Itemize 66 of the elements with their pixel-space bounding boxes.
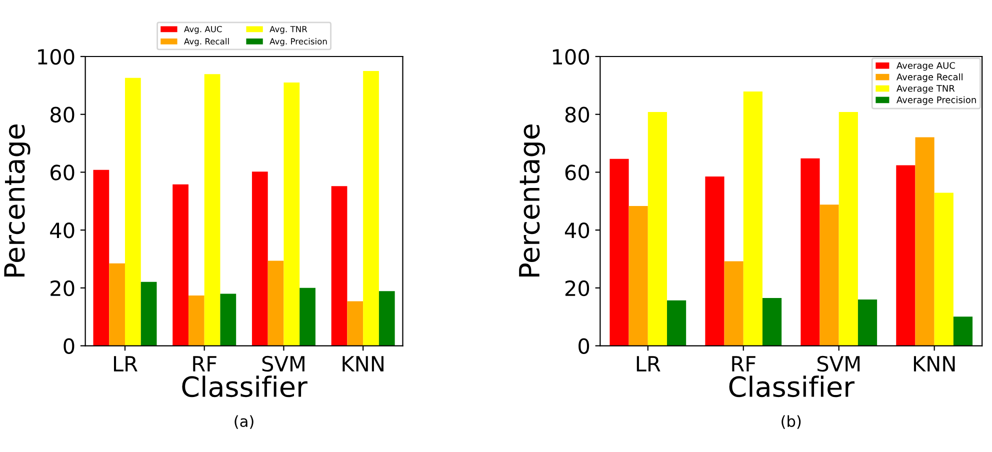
bar (648, 112, 667, 346)
bar (188, 295, 204, 346)
y-tick-label: 60 (50, 164, 74, 180)
y-tick-label: 40 (50, 222, 74, 238)
bar (347, 301, 364, 346)
legend-label: Average Recall (896, 73, 962, 82)
x-tick-label: LR (114, 356, 138, 372)
x-tick-label: SVM (262, 356, 304, 372)
bar (268, 260, 284, 346)
y-tick-label: 80 (50, 106, 74, 123)
legend-label: Average TNR (896, 85, 955, 94)
y-tick-label: 0 (578, 338, 590, 354)
bar (124, 78, 141, 346)
y-axis-title: Percentage (519, 124, 546, 277)
bar (140, 282, 157, 346)
x-tick-label: RF (732, 356, 756, 372)
y-tick-label: 20 (565, 280, 590, 296)
text: (a) (234, 415, 254, 429)
bar (724, 261, 744, 346)
bar (378, 291, 395, 346)
bar (953, 316, 973, 346)
y-tick-label: 80 (565, 106, 590, 123)
bar (896, 165, 916, 346)
bar (838, 112, 858, 346)
bar (93, 170, 110, 346)
bar (762, 298, 782, 346)
bar (172, 184, 188, 346)
bar (610, 158, 629, 346)
bar (252, 172, 268, 346)
y-tick-label: 0 (64, 338, 74, 354)
x-tick-label: LR (636, 356, 660, 372)
x-tick-label: KNN (342, 356, 384, 372)
legend-label: Avg. Precision (270, 38, 327, 46)
bar (284, 82, 300, 346)
legend-label: Avg. Recall (184, 38, 229, 46)
bar (858, 299, 878, 346)
legend-label: Avg. TNR (270, 26, 308, 34)
legend-label: Average Precision (896, 96, 976, 105)
bar (666, 300, 686, 346)
y-axis-title: Percentage (4, 124, 30, 277)
legend-label: Average AUC (896, 62, 955, 71)
bar (743, 92, 762, 346)
x-axis-title: Classifier (182, 376, 308, 398)
x-tick-label: KNN (914, 356, 955, 372)
bar (204, 74, 220, 346)
legend-label: Avg. AUC (184, 26, 222, 34)
bar (300, 288, 316, 346)
bar (800, 158, 820, 346)
x-tick-label: SVM (818, 356, 860, 372)
bar (915, 137, 934, 346)
bar (220, 294, 236, 346)
y-tick-label: 40 (564, 222, 590, 238)
bar (628, 206, 648, 346)
bar (363, 70, 379, 346)
x-tick-label: RF (193, 356, 216, 372)
bar (331, 186, 348, 346)
bar (820, 204, 839, 346)
bar (934, 192, 954, 346)
y-tick-label: 20 (50, 280, 74, 296)
y-tick-label: 100 (552, 48, 590, 65)
y-tick-label: 100 (38, 48, 74, 65)
bar (705, 176, 724, 346)
text: (b) (782, 415, 801, 429)
y-tick-label: 60 (565, 164, 590, 180)
bar (109, 263, 125, 346)
x-axis-title: Classifier (729, 376, 855, 398)
